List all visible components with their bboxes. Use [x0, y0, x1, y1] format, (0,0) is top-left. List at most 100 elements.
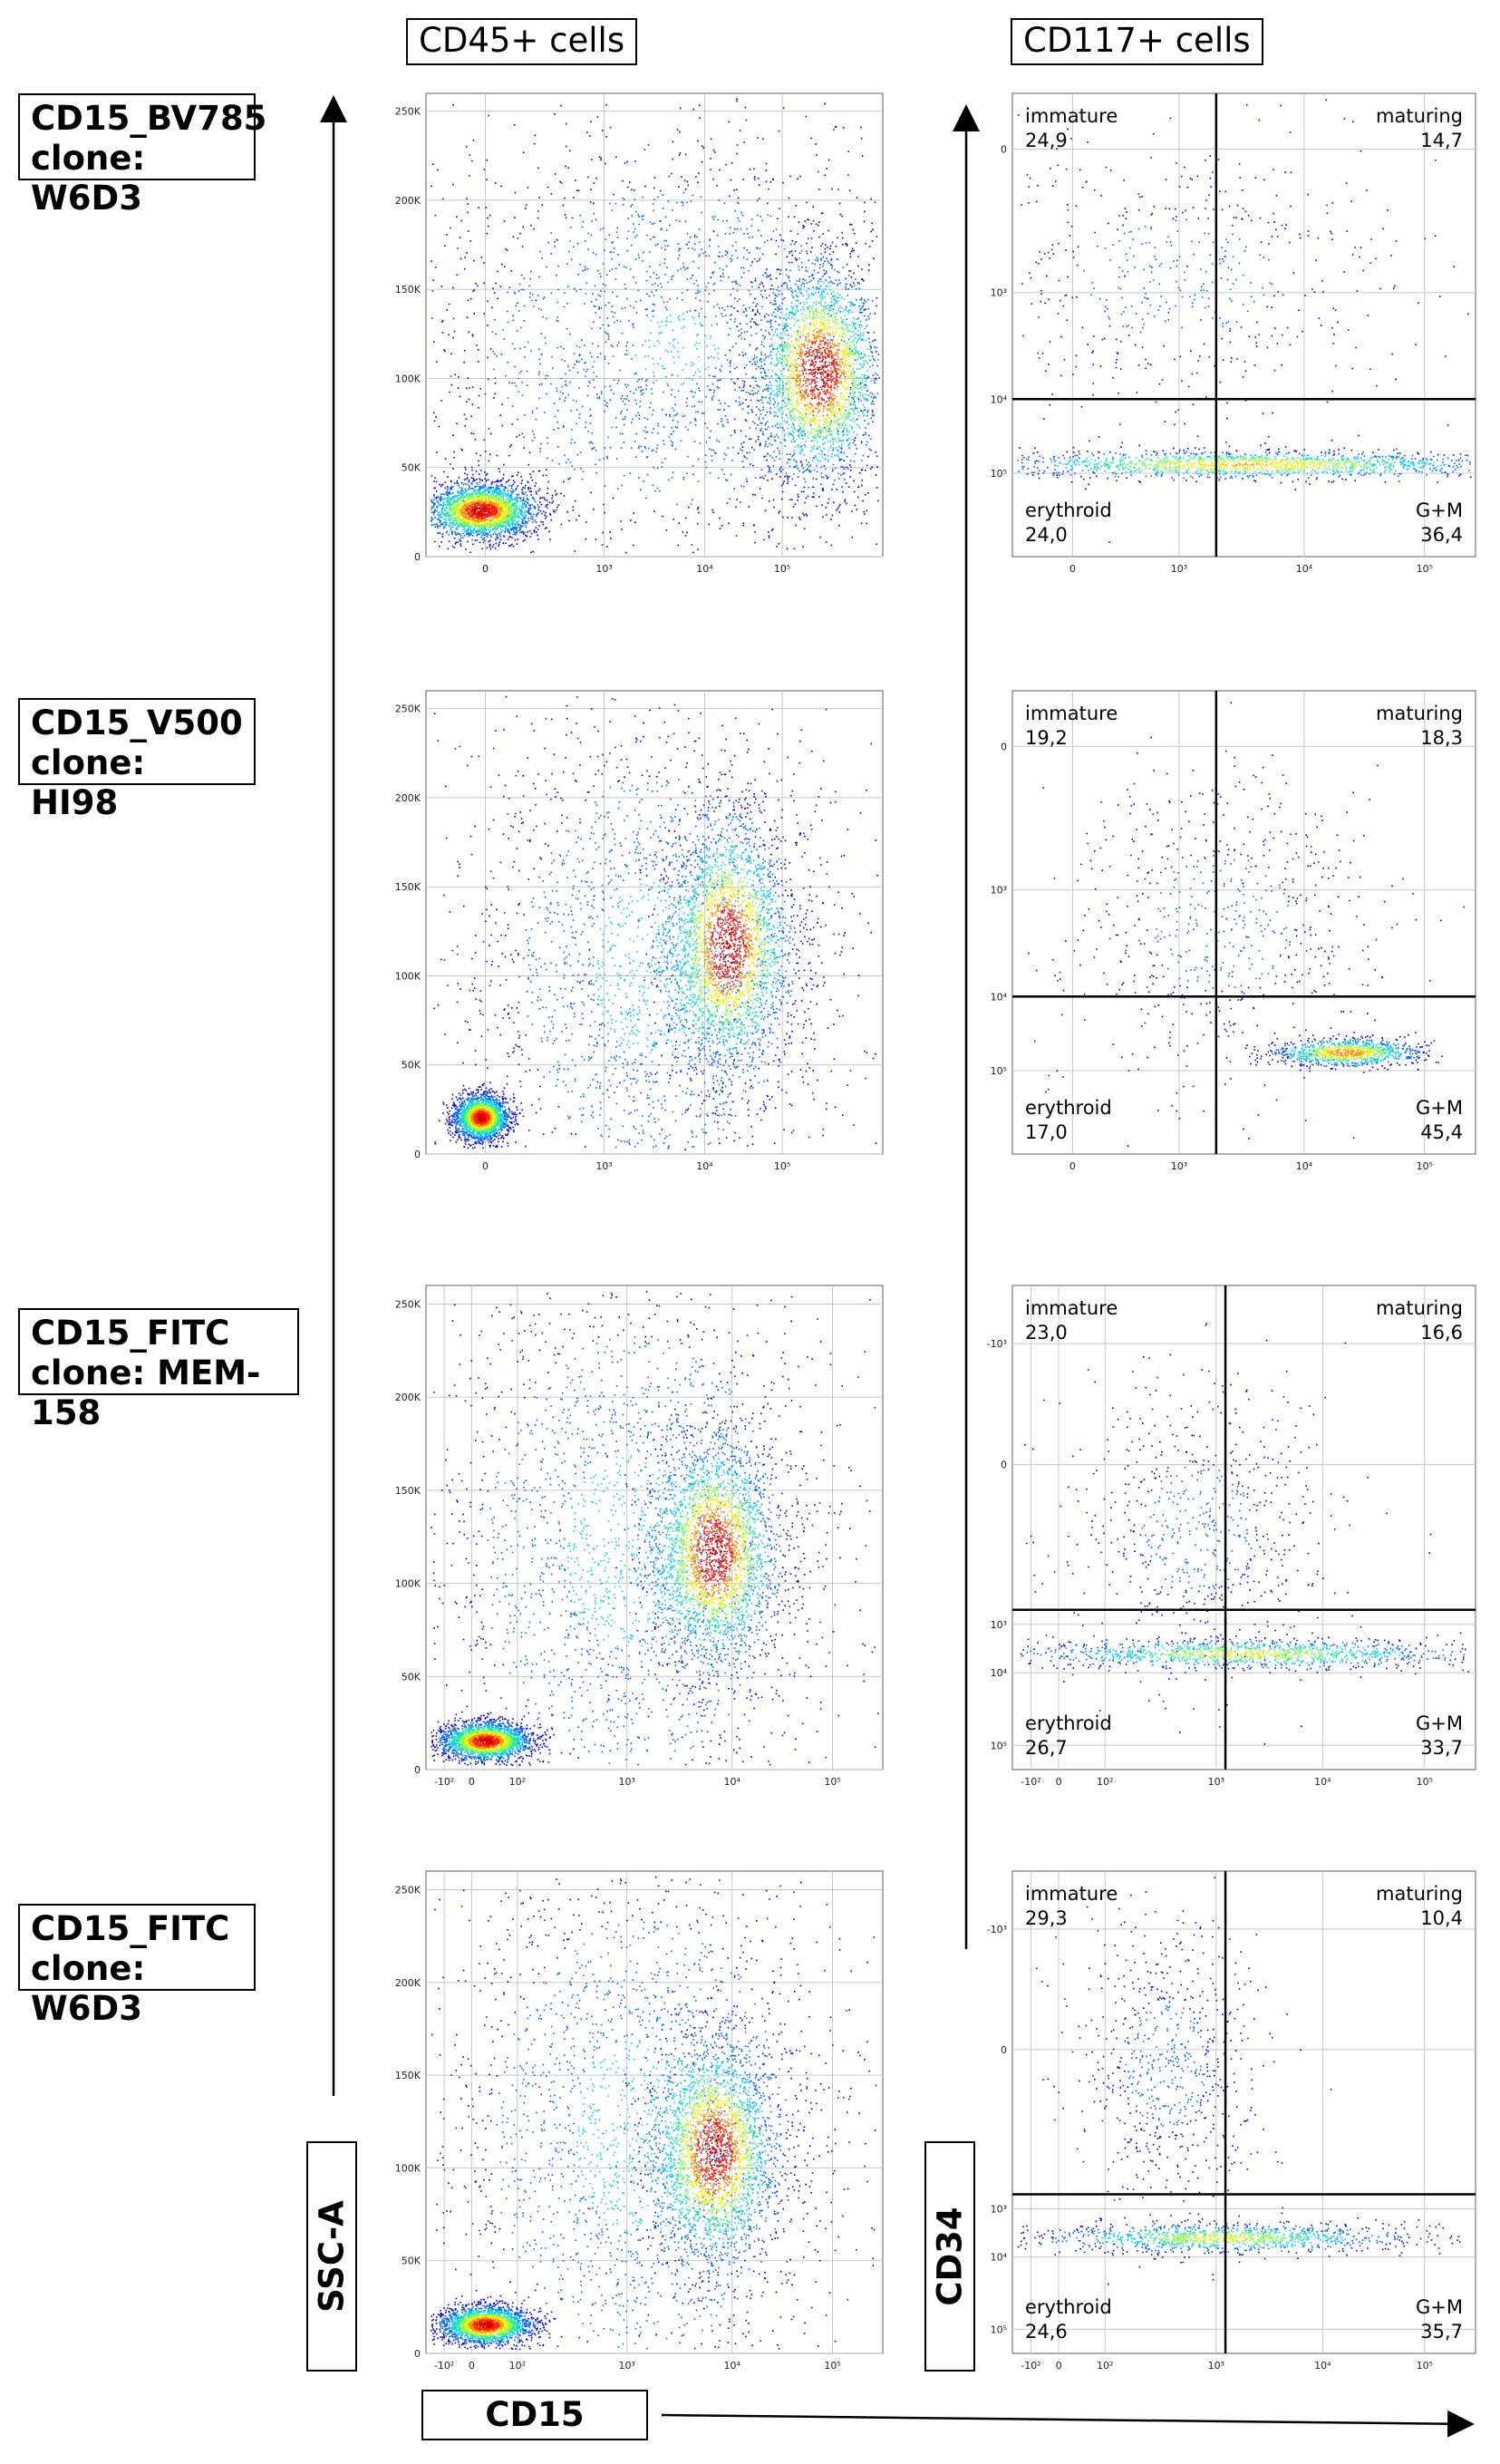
plot-panel: -10² 0 10² 10³ 10⁴ 10⁵ 0 50K 100K 150K 200K 250K [395, 1285, 884, 1788]
quadrant-percent: 14,7 [1420, 130, 1463, 151]
y-tick-label: 10⁵ [991, 1740, 1007, 1751]
row-label-fitc-mem158: CD15_FITC clone: MEM-158 [18, 1308, 299, 1432]
y-tick-label: 250K [395, 703, 421, 715]
x-tick-label: 10⁴ [696, 1160, 713, 1172]
quadrant-name: G+M [1416, 1712, 1463, 1734]
row-label-fitc-w6d3: CD15_FITC clone: W6D3 [18, 1904, 256, 2028]
scatter-events [1194, 2235, 1251, 2241]
y-tick-label: 0 [1001, 741, 1007, 752]
quadrant-percent: 24,6 [1025, 2321, 1068, 2343]
plot-panel: 0 10³ 10⁴ 10⁵ 0 10³ 10⁴ 10⁵ immature 24,9 maturing… [991, 92, 1476, 575]
quadrant-name: maturing [1376, 1883, 1463, 1905]
y-tick-label: 10³ [991, 2203, 1007, 2215]
scatter-events [1328, 1049, 1365, 1057]
quadrant-name: G+M [1416, 500, 1463, 521]
scatter-events [1017, 1877, 1461, 2285]
quadrant-percent: 33,7 [1420, 1737, 1463, 1759]
y-tick-label: -10³ [987, 1924, 1007, 1935]
row-label-marker: CD15_FITC [31, 1314, 230, 1353]
x-tick-label: 10² [509, 1776, 526, 1788]
x-tick-label: 0 [1069, 1160, 1076, 1172]
y-tick-label: 100K [395, 373, 421, 384]
plot-frame [1011, 1870, 1476, 2354]
quadrant-percent: 19,2 [1025, 727, 1068, 749]
x-tick-label: 10⁵ [774, 1160, 790, 1172]
x-tick-label: 0 [469, 1776, 475, 1788]
y-tick-label: 250K [395, 106, 421, 118]
quadrant-name: erythroid [1025, 1712, 1112, 1734]
x-tick-label: 10³ [1171, 1160, 1187, 1172]
quadrant-percent: 23,0 [1025, 1322, 1068, 1344]
y-tick-label: 0 [414, 551, 421, 563]
x-tick-label: 10³ [595, 563, 612, 575]
plot-panel: -10² 0 10² 10³ 10⁴ 10⁵-10³010³10⁴10⁵immature2… [987, 1285, 1476, 1788]
scatter-events [438, 1335, 782, 1766]
y-tick-label: 250K [395, 1884, 421, 1896]
y-tick-label: 200K [395, 195, 421, 207]
y-tick-label: -10³ [987, 1338, 1007, 1350]
x-tick-label: 10⁴ [696, 563, 713, 575]
x-tick-label: -10² [434, 2360, 454, 2372]
row-label-clone: clone: HI98 [31, 743, 146, 822]
plot-panel: 0 10³ 10⁴ 10⁵ 0 50K 100K 150K 200K 250K [395, 690, 884, 1172]
quadrant-name: immature [1025, 1883, 1118, 1905]
x-tick-label: -10² [1021, 2360, 1040, 2372]
y-tick-label: 200K [395, 1392, 421, 1403]
x-tick-label: 0 [1069, 563, 1076, 575]
scatter-events [1163, 1648, 1324, 1660]
quadrant-name: immature [1025, 703, 1118, 724]
x-tick-label: 10⁴ [723, 2360, 740, 2372]
y-tick-label: 0 [1001, 2044, 1007, 2056]
ssc-axis-label: SSC-A [306, 2141, 357, 2372]
x-tick-label: 0 [482, 1160, 489, 1172]
scatter-events [454, 1473, 759, 1756]
scatter-events [449, 2040, 768, 2342]
quadrant-percent: 45,4 [1420, 1121, 1463, 1143]
x-tick-label: 10⁴ [1296, 563, 1313, 575]
x-tick-label: 10³ [1208, 1776, 1224, 1788]
plot-panel: 0 10³ 10⁴ 10⁵ 0 50K 100K 150K 200K 250K [395, 92, 884, 575]
quadrant-percent: 29,3 [1025, 1907, 1068, 1929]
y-tick-label: 200K [395, 792, 421, 804]
y-tick-label: 10⁴ [991, 393, 1008, 405]
scatter-events [1210, 1651, 1281, 1657]
x-tick-label: 10⁵ [824, 2360, 840, 2372]
quadrant-percent: 17,0 [1025, 1121, 1068, 1143]
x-tick-label: -10² [434, 1776, 454, 1788]
x-tick-label: -10² [1021, 1776, 1040, 1788]
plot-panel: 0 10³ 10⁴ 10⁵ 0 10³ 10⁴ 10⁵ immature 19,2 maturing… [991, 690, 1476, 1172]
scatter-events [449, 1454, 768, 1758]
x-tick-label: 10⁴ [723, 1776, 740, 1788]
x-tick-label: 0 [1056, 2360, 1062, 2372]
plot-panel: -10² 0 10² 10³ 10⁴ 10⁵-10³010³10⁴10⁵immature2… [987, 1870, 1476, 2372]
row-label-clone: clone: W6D3 [31, 1949, 146, 2028]
y-tick-label: 0 [414, 1149, 421, 1160]
x-tick-label: 10² [509, 2360, 526, 2372]
cd15-axis-arrow [661, 2410, 1475, 2438]
quadrant-name: erythroid [1025, 500, 1112, 521]
quadrant-percent: 18,3 [1420, 727, 1463, 749]
column-header-cd117: CD117+ cells [1011, 18, 1263, 65]
y-tick-label: 0 [414, 1764, 421, 1776]
y-tick-label: 200K [395, 1977, 421, 1989]
quadrant-name: immature [1025, 1297, 1118, 1319]
row-label-clone: clone: W6D3 [31, 139, 146, 218]
x-tick-label: 10⁵ [1417, 1160, 1433, 1172]
row-label-clone: clone: MEM-158 [31, 1353, 261, 1432]
quadrant-name: maturing [1376, 105, 1463, 127]
y-tick-label: 150K [395, 881, 421, 893]
y-tick-label: 10⁵ [991, 468, 1007, 480]
x-tick-label: 10³ [1208, 2360, 1224, 2372]
scatter-events [1222, 462, 1267, 467]
y-tick-label: 0 [1001, 143, 1007, 155]
x-tick-label: 10⁵ [1417, 563, 1433, 575]
x-tick-label: 10⁴ [1296, 1160, 1313, 1172]
y-tick-label: 0 [1001, 1460, 1007, 1471]
quadrant-name: erythroid [1025, 2296, 1112, 2318]
quadrant-name: maturing [1376, 1297, 1463, 1319]
scatter-events [1158, 2232, 1287, 2245]
x-tick-label: 10³ [595, 1160, 612, 1172]
row-label-marker: CD15_V500 [31, 703, 243, 742]
scatter-events [439, 1921, 789, 2350]
quadrant-percent: 36,4 [1420, 524, 1463, 546]
